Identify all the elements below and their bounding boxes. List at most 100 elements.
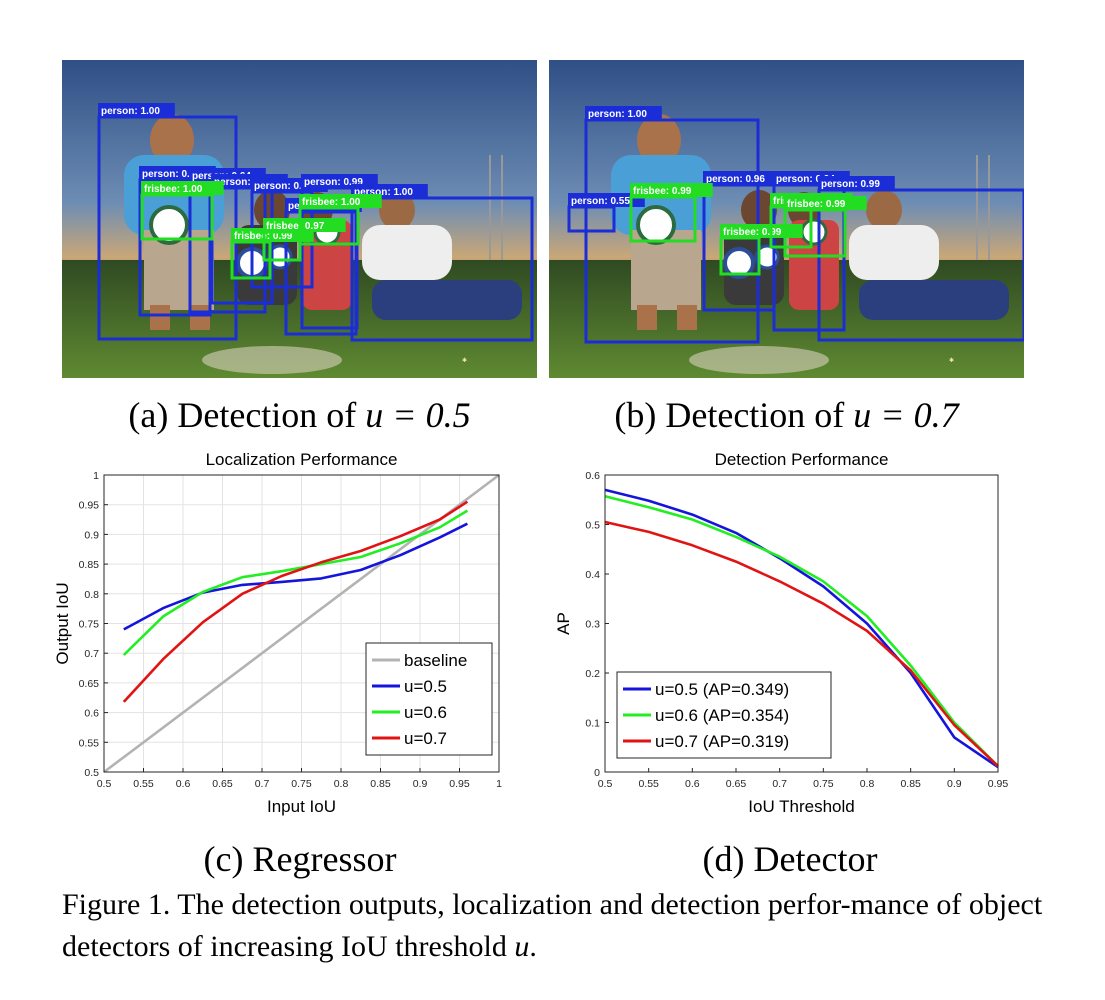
series-line [103,473,500,774]
y-tick-label: 0.55 [79,737,100,749]
x-axis-label: IoU Threshold [748,797,854,816]
series-line [604,488,999,769]
x-tick-label: 0.85 [370,778,391,790]
x-tick-label: 0.75 [291,778,312,790]
y-tick-label: 0.7 [84,648,99,660]
y-tick-label: 0.8 [84,589,99,601]
figure-caption-math: u [514,930,530,963]
legend-entry: u=0.7 [404,729,447,748]
legend-entry: u=0.5 (AP=0.349) [655,680,789,699]
detection-label: person: 0.82 [254,181,313,192]
x-tick-label: 0.65 [212,778,233,790]
legend-entry: u=0.6 [404,703,447,722]
detection-box: frisbee: 1.00 [298,194,382,246]
x-axis-label: Input IoU [267,797,336,816]
y-tick-label: 0.2 [585,668,600,680]
caption-b: (b) Detection of u = 0.7 [549,394,1024,436]
x-tick-label: 0.65 [726,778,747,790]
figure-caption-suffix: . [529,930,537,963]
caption-a: (a) Detection of u = 0.5 [62,394,537,436]
y-tick-label: 0.4 [585,569,600,581]
svg-text:✱: ✱ [462,357,467,364]
detection-label: frisbee: 0.99 [723,227,782,238]
axes-frame [103,474,500,773]
detection-label: frisbee: 0.99 [633,186,692,197]
y-tick-label: 0.9 [84,529,99,541]
y-tick-label: 1 [93,470,99,482]
detection-label: person: 0.94 [776,174,835,185]
detection-box: frisbee: 0.99 [783,196,867,258]
detection-label: person: 0.99 [821,179,880,190]
x-tick-label: 0.7 [772,778,787,790]
x-tick-label: 0.5 [598,778,613,790]
y-tick-label: 0.5 [585,520,600,532]
detection-box: person: 0.99 [817,176,1024,342]
x-tick-label: 0.5 [97,778,112,790]
detection-box: frisbee: 0.99 [719,224,803,276]
y-tick-label: 0.65 [79,678,100,690]
x-tick-label: 0.6 [176,778,191,790]
detection-label: frisbee: 0.99 [787,199,846,210]
legend-entry: u=0.5 [404,677,447,696]
x-tick-label: 0.9 [947,778,962,790]
series-line [122,509,469,656]
y-tick-label: 0.5 [84,767,99,779]
x-tick-label: 0.8 [334,778,349,790]
x-tick-label: 0.9 [413,778,428,790]
y-axis-label: Output IoU [53,582,72,664]
figure-caption-text: Figure 1. The detection outputs, localiz… [62,888,1043,963]
series-line [604,520,999,768]
detection-box: person: 1.00 [97,103,238,341]
legend: baseline u=0.5 u=0.6 u=0.7 [365,642,493,756]
x-tick-label: 0.95 [449,778,470,790]
detection-label: person: 0.99 [304,177,363,188]
detection-label: frisbee: 1.00 [144,184,203,195]
caption-b-prefix: (b) Detection of [614,395,854,435]
x-tick-label: 1 [496,778,502,790]
caption-b-math: u = 0.7 [853,395,959,435]
x-tick-label: 0.7 [255,778,270,790]
detection-label: person: 1.00 [101,106,160,117]
detection-label: person: 0.96 [706,174,765,185]
svg-text:✱: ✱ [949,357,954,364]
x-tick-label: 0.55 [133,778,154,790]
detection-box: frisbee: 1.00 [140,181,224,241]
x-tick-label: 0.6 [685,778,700,790]
detection-photo-b: ✱ person: 1.00 person: 0.55 person: 0.96 pe… [549,60,1024,378]
legend-entry: baseline [404,651,467,670]
x-tick-label: 0.95 [988,778,1009,790]
y-tick-label: 0.1 [585,718,600,730]
y-tick-label: 0.3 [585,619,600,631]
y-tick-label: 0.75 [79,619,100,631]
detection-box: frisbee: 0.97 [262,218,346,262]
caption-d: (d) Detector [702,839,878,879]
caption-c: (c) Regressor [203,839,397,879]
detection-performance-chart: 0.5 0.55 0.6 0.65 0.7 0.75 0.8 0.85 0.9 0.95 0 0.1 0… [554,440,1035,830]
detection-box: person: 0.55 [567,193,645,233]
detection-label: person: 1.00 [588,109,647,120]
localization-chart-svg: 0.5 0.55 0.6 0.65 0.7 0.75 0.8 0.85 0.9 0.95 1 0.5 0… [53,450,502,816]
detection-label: frisbee: 0.97 [266,221,325,232]
detection-label: frisbee: 1.00 [302,197,361,208]
x-tick-label: 0.8 [860,778,875,790]
x-tick-label: 0.85 [900,778,921,790]
detection-image-u07: ✱ person: 1.00 person: 0.55 person: 0.96 pe… [549,60,1024,378]
detection-box: frisbee: 0.99 [629,183,713,243]
series-line [123,522,468,631]
detection-label: person: 0.55 [571,196,630,207]
caption-a-math: u = 0.5 [365,395,471,435]
y-tick-label: 0 [594,767,600,779]
legend: u=0.5 (AP=0.349) u=0.6 (AP=0.354) u=0.7 (A… [616,671,832,759]
caption-a-prefix: (a) Detection of [128,395,366,435]
legend-entry: u=0.6 (AP=0.354) [655,706,789,725]
y-tick-label: 0.95 [79,500,100,512]
x-tick-label: 0.55 [638,778,659,790]
chart-title: Detection Performance [715,450,889,469]
legend-entry: u=0.7 (AP=0.319) [655,732,789,751]
localization-performance-chart: 0.5 0.55 0.6 0.65 0.7 0.75 0.8 0.85 0.9 0.95 1 0.5 0… [40,440,520,830]
chart-title: Localization Performance [206,450,398,469]
detection-label: person: 0.56 [142,169,201,180]
detection-label: person: 1.00 [354,187,413,198]
